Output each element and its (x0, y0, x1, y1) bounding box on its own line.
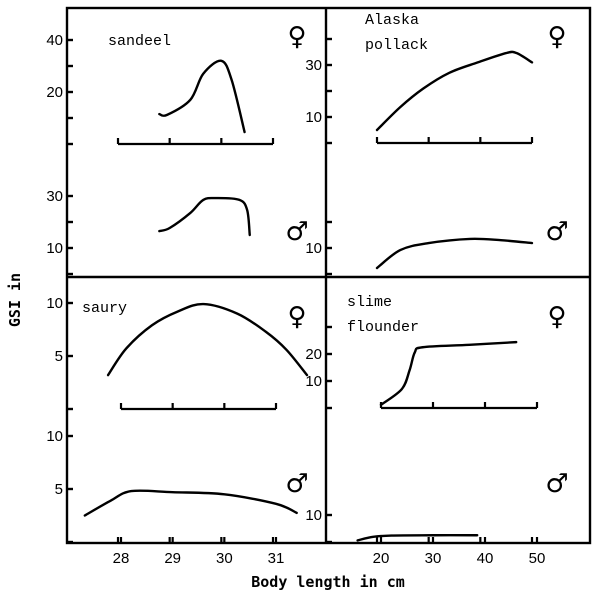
male-gsi-curve (83, 489, 298, 517)
female-gsi-curve (106, 302, 309, 377)
panel-title: slime (347, 294, 392, 311)
male-symbol: ♂ (545, 217, 568, 247)
figure-frame (65, 6, 592, 545)
female-y-tick-label: 10 (46, 295, 63, 312)
female-gsi-curve (158, 59, 246, 134)
x-tick-label: 31 (268, 550, 285, 567)
panel-title: sandeel (108, 33, 171, 50)
x-tick-label: 40 (477, 550, 494, 567)
x-tick-label: 20 (373, 550, 390, 567)
male-symbol: ♂ (285, 217, 308, 247)
female-symbol: ♀ (547, 302, 566, 332)
panel-alaska-pollack: Alaska pollack 10 30 ♀ 10 ♂ (305, 12, 569, 543)
x-tick-label: 29 (164, 550, 181, 567)
x-tick-label: 28 (113, 550, 130, 567)
x-tick-label: 30 (216, 550, 233, 567)
female-y-tick-label: 10 (305, 373, 322, 390)
male-y-tick-label: 10 (46, 428, 63, 445)
male-y-tick-label: 10 (305, 507, 322, 524)
male-y-tick-label: 30 (46, 188, 63, 205)
female-y-tick-label: 20 (46, 84, 63, 101)
female-gsi-curve (375, 50, 534, 132)
panel-saury: saury 5 10 ♀ 5 10 ♂ 28 29 30 31 (46, 295, 308, 567)
female-y-tick-label: 5 (55, 348, 63, 365)
panel-title: Alaska (365, 12, 419, 29)
male-symbol: ♂ (285, 469, 308, 499)
female-gsi-curve (379, 340, 518, 406)
female-symbol: ♀ (287, 302, 306, 332)
panel-title: flounder (347, 319, 419, 336)
male-gsi-curve (158, 196, 251, 237)
x-axis-label: Body length in cm (251, 573, 405, 591)
x-tick-label: 30 (425, 550, 442, 567)
female-y-tick-label: 40 (46, 32, 63, 49)
panel-sandeel: sandeel 20 40 ♀ 10 30 ♂ (46, 22, 309, 543)
female-y-tick-label: 30 (305, 57, 322, 74)
female-symbol: ♀ (287, 22, 306, 52)
female-y-tick-label: 20 (305, 346, 322, 363)
panel-title: pollack (365, 37, 428, 54)
x-tick-label: 50 (529, 550, 546, 567)
male-y-tick-label: 5 (55, 481, 63, 498)
frame-border (65, 6, 592, 545)
male-gsi-curve (375, 237, 534, 270)
panel-slime-flounder: slime flounder 10 20 ♀ 10 ♂ 20 30 40 50 (305, 294, 568, 567)
male-y-tick-label: 10 (46, 240, 63, 257)
male-y-tick-label: 10 (305, 240, 322, 257)
female-symbol: ♀ (547, 22, 566, 52)
male-symbol: ♂ (545, 469, 568, 499)
y-axis-label: GSI in (6, 273, 24, 327)
male-gsi-curve (356, 534, 479, 542)
female-y-tick-label: 10 (305, 109, 322, 126)
panel-title: saury (82, 300, 127, 317)
